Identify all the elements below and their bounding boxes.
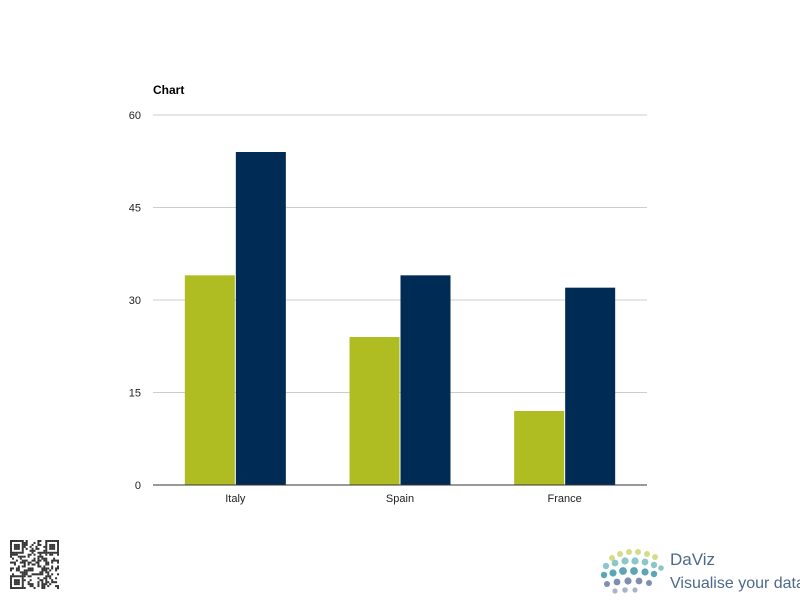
axes: 0 15 30 45 60 Italy Spain France <box>129 110 647 505</box>
bar[interactable] <box>565 287 616 485</box>
brand-tagline: Visualise your data <box>670 575 800 592</box>
bar[interactable] <box>514 411 565 485</box>
y-tick-label: 30 <box>129 295 141 307</box>
bars <box>184 152 616 485</box>
y-tick-label: 60 <box>129 110 141 122</box>
y-tick-label: 45 <box>129 203 141 215</box>
x-tick-label: Italy <box>225 493 246 505</box>
qr-code-icon <box>10 540 60 590</box>
brand-name: DaViz <box>670 550 716 569</box>
chart-title: Chart <box>153 83 184 97</box>
bar[interactable] <box>349 337 400 485</box>
bar[interactable] <box>400 275 451 485</box>
bar[interactable] <box>184 275 235 485</box>
x-tick-label: Spain <box>386 493 414 505</box>
bar[interactable] <box>235 152 286 485</box>
dots-globe-icon <box>600 549 664 594</box>
x-tick-label: France <box>548 493 582 505</box>
gridlines <box>153 114 647 393</box>
daviz-logo: DaViz Visualise your data <box>598 548 800 596</box>
y-tick-label: 0 <box>135 480 141 492</box>
y-tick-label: 15 <box>129 388 141 400</box>
